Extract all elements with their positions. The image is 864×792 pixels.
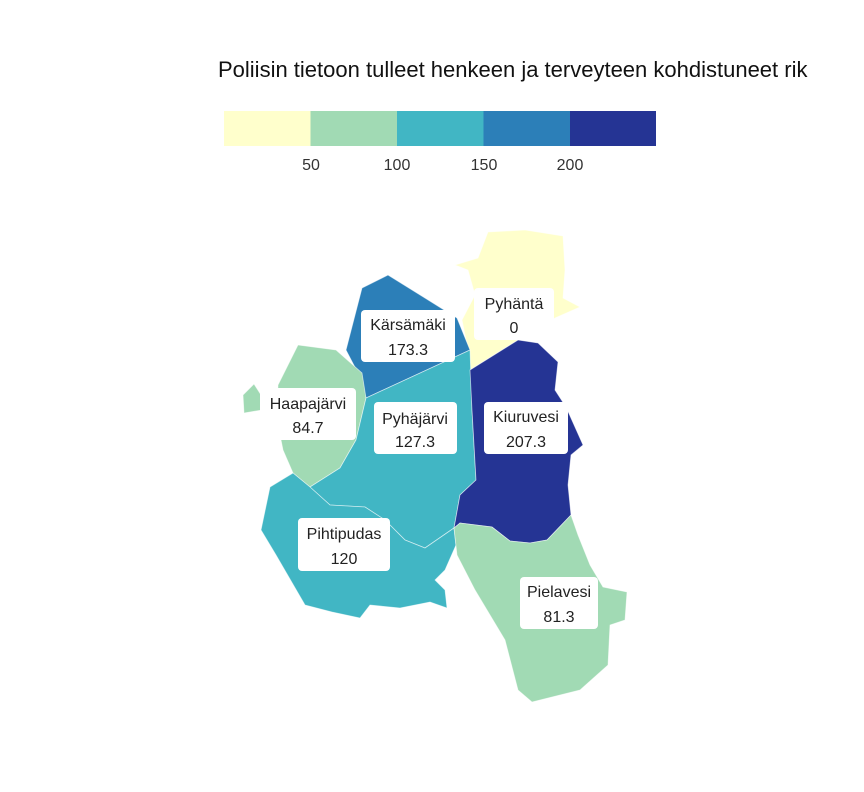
label-pihtipudas-value: 120	[331, 551, 358, 568]
label-pihtipudas: Pihtipudas 120	[298, 518, 390, 571]
label-pielavesi-value: 81.3	[543, 609, 574, 626]
regions	[242, 229, 628, 703]
legend-tick-150: 150	[471, 157, 498, 174]
label-pyhajarvi: Pyhäjärvi 127.3	[374, 402, 457, 454]
legend-tick-100: 100	[384, 157, 411, 174]
label-haapajarvi: Haapajärvi 84.7	[260, 388, 356, 440]
map-labels: Pyhäntä 0 Kärsämäki 173.3 Haapajärvi 84.…	[260, 288, 598, 629]
label-karsamaki-box	[361, 310, 455, 362]
label-pihtipudas-box	[298, 518, 390, 571]
label-pyhajarvi-value: 127.3	[395, 434, 435, 451]
legend-swatch-1	[224, 111, 311, 146]
legend-swatch-5	[570, 111, 656, 146]
label-haapajarvi-box	[260, 388, 356, 440]
map-title: Poliisin tietoon tulleet henkeen ja terv…	[218, 57, 808, 82]
legend-tick-200: 200	[557, 157, 584, 174]
legend-swatch-2	[310, 111, 398, 146]
label-karsamaki: Kärsämäki 173.3	[361, 310, 455, 362]
label-kiuruvesi-name: Kiuruvesi	[493, 409, 559, 426]
label-pyhanta-value: 0	[510, 320, 519, 337]
label-pihtipudas-name: Pihtipudas	[307, 526, 382, 543]
label-pielavesi-name: Pielavesi	[527, 584, 591, 601]
label-kiuruvesi: Kiuruvesi 207.3	[484, 402, 568, 454]
label-pyhanta: Pyhäntä 0	[474, 288, 554, 340]
label-karsamaki-value: 173.3	[388, 342, 428, 359]
legend-tick-50: 50	[302, 157, 320, 174]
label-kiuruvesi-value: 207.3	[506, 434, 546, 451]
legend-swatch-4	[483, 111, 571, 146]
label-karsamaki-name: Kärsämäki	[370, 317, 446, 334]
label-pielavesi: Pielavesi 81.3	[520, 577, 598, 629]
label-pielavesi-box	[520, 577, 598, 629]
label-haapajarvi-name: Haapajärvi	[270, 396, 346, 413]
label-pyhanta-box	[474, 288, 554, 340]
legend: 50 100 150 200	[224, 111, 656, 174]
label-pyhanta-name: Pyhäntä	[485, 296, 544, 313]
label-haapajarvi-value: 84.7	[292, 420, 323, 437]
label-pyhajarvi-name: Pyhäjärvi	[382, 411, 448, 428]
label-pyhajarvi-box	[374, 402, 457, 454]
label-kiuruvesi-box	[484, 402, 568, 454]
legend-swatch-3	[397, 111, 484, 146]
